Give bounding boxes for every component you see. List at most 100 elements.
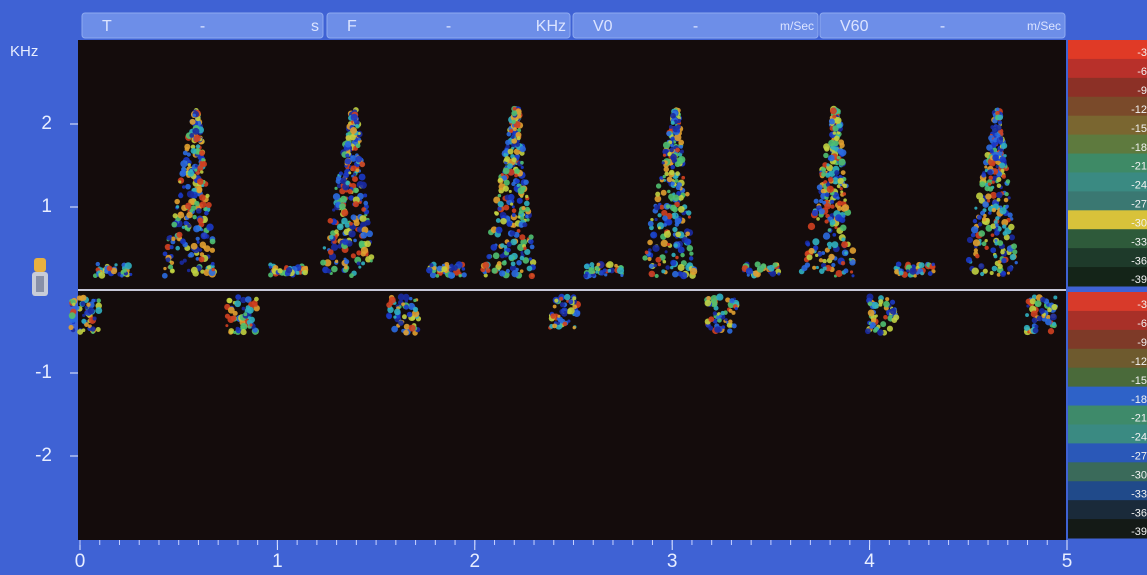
speckle (986, 144, 993, 151)
speckle (647, 220, 654, 227)
speckle (927, 271, 933, 277)
speckle (332, 208, 336, 212)
speckle (196, 187, 203, 194)
scale-band (1068, 500, 1147, 520)
speckle (966, 236, 974, 244)
speckle (836, 130, 841, 135)
speckle (438, 272, 443, 276)
speckle (68, 312, 76, 319)
speckle (767, 264, 775, 272)
speckle (110, 267, 118, 275)
speckle (664, 171, 670, 177)
speckle (506, 241, 512, 248)
speckle (807, 222, 816, 231)
speckle (394, 308, 401, 316)
speckle (77, 328, 84, 335)
speckle (813, 198, 819, 204)
speckle (648, 263, 654, 269)
speckle (1014, 261, 1018, 265)
speckle (660, 239, 669, 248)
speckle (811, 209, 819, 217)
speckle (731, 323, 737, 329)
speckle (506, 247, 511, 253)
speckle (838, 158, 846, 166)
speckle (812, 238, 820, 246)
speckle (500, 217, 507, 225)
speckle (403, 304, 409, 310)
scale-band (1068, 462, 1147, 482)
speckle (599, 270, 605, 276)
speckle (672, 226, 678, 233)
x-tick-label: 2 (470, 551, 481, 572)
scale-label: -21 (1131, 161, 1147, 173)
speckle (189, 118, 196, 125)
field-label: F (347, 18, 357, 35)
speckle (663, 166, 670, 173)
speckle (411, 310, 420, 318)
speckle (503, 204, 510, 211)
field-unit: KHz (536, 18, 566, 35)
speckle (1047, 307, 1052, 313)
speckle (227, 316, 235, 324)
header-field (326, 12, 571, 39)
speckle (171, 221, 178, 228)
speckle (815, 265, 819, 270)
speckle (550, 313, 556, 319)
speckle (486, 254, 492, 260)
speckle (519, 145, 526, 153)
speckle (529, 244, 535, 250)
speckle (885, 297, 890, 302)
speckle (676, 191, 682, 196)
speckle (302, 269, 308, 276)
speckle (528, 234, 534, 240)
speckle (679, 149, 684, 154)
speckle (355, 155, 363, 163)
speckle (91, 298, 96, 303)
scale-label: -3 (1137, 299, 1147, 311)
speckle (657, 213, 662, 218)
speckle (322, 246, 327, 250)
speckle (106, 265, 113, 272)
speckle (363, 193, 368, 198)
speckle (506, 131, 512, 137)
speckle (1023, 324, 1030, 332)
speckle (670, 112, 676, 119)
speckle (867, 301, 873, 307)
speckle (978, 230, 985, 237)
speckle (676, 129, 681, 133)
speckle (685, 191, 690, 197)
speckle (508, 193, 515, 201)
speckle (997, 114, 1003, 121)
speckle (826, 163, 830, 167)
speckle (176, 231, 183, 238)
speckle (756, 265, 764, 273)
speckle (995, 110, 1000, 116)
speckle (982, 268, 988, 274)
speckle (200, 232, 208, 240)
speckle (1006, 271, 1010, 275)
speckle (366, 230, 373, 238)
speckle (497, 177, 503, 183)
speckle (458, 274, 462, 278)
speckle (195, 207, 202, 214)
speckle (999, 156, 1007, 163)
speckle (203, 207, 208, 212)
speckle (1049, 313, 1057, 321)
speckle (1007, 265, 1014, 272)
speckle (205, 193, 210, 199)
speckle (326, 268, 332, 274)
field-value: - (200, 18, 205, 35)
speckle (198, 256, 205, 263)
speckle (1003, 234, 1010, 241)
speckle (197, 178, 204, 185)
speckle (360, 246, 369, 255)
speckle (724, 318, 728, 322)
speckle (830, 204, 835, 209)
speckle (244, 296, 252, 303)
x-tick-label: 3 (667, 551, 678, 572)
speckle (913, 274, 917, 278)
speckle (363, 200, 369, 206)
speckle (987, 199, 991, 203)
speckle (808, 247, 815, 255)
speckle (997, 263, 1003, 269)
